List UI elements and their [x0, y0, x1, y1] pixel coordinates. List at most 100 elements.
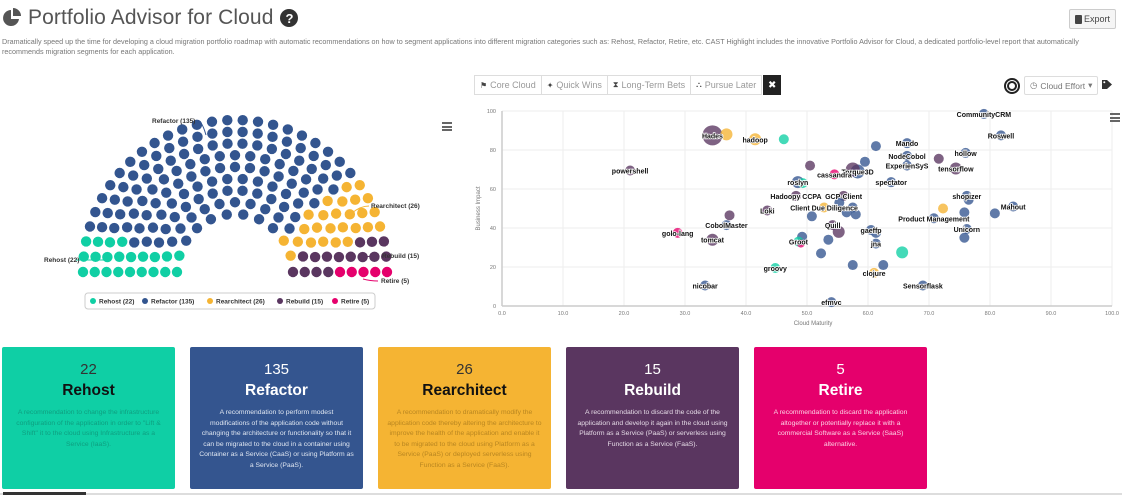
card-rehost[interactable]: 22 Rehost A recommendation to change the… — [2, 347, 175, 489]
bubble-point-rehost[interactable] — [778, 134, 789, 145]
bubble-point-rearchitect[interactable] — [819, 202, 830, 213]
horizontal-scrollbar-thumb[interactable] — [3, 492, 86, 495]
bubble-point-refactor[interactable] — [959, 207, 970, 218]
bubble-point-rebuild[interactable] — [949, 162, 962, 175]
bubble-point-rebuild[interactable] — [702, 125, 723, 146]
bubble-point-refactor[interactable] — [826, 297, 837, 308]
bubble-point-refactor[interactable] — [870, 141, 881, 152]
bubble-point-refactor[interactable] — [902, 138, 913, 149]
bubble-point-retire[interactable] — [829, 169, 840, 180]
bubble-point-rebuild[interactable] — [845, 162, 860, 177]
bubble-point-refactor[interactable] — [847, 260, 858, 271]
bubble-point-refactor[interactable] — [928, 213, 939, 224]
export-button[interactable]: Export — [1068, 9, 1116, 29]
bubble-point-rebuild[interactable] — [791, 190, 802, 201]
bubble-chart-menu-icon[interactable] — [1110, 113, 1120, 124]
bubble-point-retire[interactable] — [672, 227, 683, 238]
parliament-seat — [185, 158, 196, 170]
bubble-point-rebuild[interactable] — [625, 165, 636, 176]
bubble-point-refactor[interactable] — [721, 220, 732, 231]
bubble-point-refactor[interactable] — [850, 209, 861, 220]
parliament-seat — [114, 167, 125, 179]
bubble-point-retire[interactable] — [796, 239, 805, 248]
parliament-segment-rehost[interactable] — [77, 236, 185, 278]
parliament-segment-refactor[interactable] — [84, 114, 356, 248]
bubble-point-refactor[interactable] — [834, 197, 845, 208]
parliament-seat — [90, 206, 101, 218]
bubble-point-rebuild[interactable] — [762, 205, 773, 216]
parliament-segment-rebuild[interactable] — [287, 236, 392, 278]
legend-item-rebuild[interactable]: Rebuild (15) — [277, 298, 323, 306]
parliament-seat — [305, 237, 317, 248]
bubble-point-rearchitect[interactable] — [720, 128, 733, 141]
bubble-point-refactor[interactable] — [959, 232, 970, 243]
bubble-point-refactor[interactable] — [878, 260, 889, 271]
bubble-point-refactor[interactable] — [961, 223, 972, 234]
card-rearchitect[interactable]: 26 Rearchitect A recommendation to drama… — [378, 347, 551, 489]
bubble-point-refactor[interactable] — [816, 248, 827, 259]
filter-long-term-bets[interactable]: ⧗ Long-Term Bets — [606, 75, 692, 95]
bubble-point-rehost[interactable] — [797, 178, 808, 189]
tag-icon[interactable] — [1102, 80, 1112, 89]
bubble-point-refactor[interactable] — [902, 160, 913, 171]
parliament-segment-retire[interactable] — [334, 266, 393, 278]
bubble-point-refactor[interactable] — [960, 147, 971, 158]
bubble-point-rebuild[interactable] — [706, 233, 719, 246]
legend-item-rehost[interactable]: Rehost (22) — [90, 298, 134, 306]
parliament-seat — [287, 266, 299, 278]
parliament-seat — [166, 198, 178, 209]
bubble-point-refactor[interactable] — [806, 211, 817, 222]
help-icon[interactable]: ? — [280, 9, 299, 27]
legend-item-retire[interactable]: Retire (5) — [332, 298, 369, 306]
bubble-point-refactor[interactable] — [978, 108, 989, 119]
parliament-chart-menu-icon[interactable] — [442, 122, 452, 133]
bubble-point-rebuild[interactable] — [724, 210, 735, 221]
parliament-seat — [102, 207, 113, 219]
horizontal-scrollbar-track[interactable] — [0, 493, 1122, 495]
bubble-point-rebuild[interactable] — [832, 225, 845, 238]
bubble-point-rearchitect[interactable] — [869, 267, 880, 278]
parliament-seat — [337, 222, 349, 233]
legend-item-refactor[interactable]: Refactor (135) — [142, 298, 194, 306]
card-refactor[interactable]: 135 Refactor A recommendation to perform… — [190, 347, 363, 489]
bubble-series — [625, 108, 1019, 308]
parliament-segment-rearchitect[interactable] — [278, 179, 386, 261]
bubble-point-refactor[interactable] — [870, 227, 881, 238]
card-rebuild[interactable]: 15 Rebuild A recommendation to discard t… — [566, 347, 739, 489]
bubble-point-refactor[interactable] — [902, 150, 913, 161]
bubble-point-refactor[interactable] — [859, 156, 870, 167]
bubble-point-refactor[interactable] — [995, 130, 1006, 141]
card-retire[interactable]: 5 Retire A recommendation to discard the… — [754, 347, 927, 489]
bubble-point-rehost[interactable] — [770, 262, 781, 273]
parliament-seat — [253, 214, 265, 225]
bubble-point-refactor[interactable] — [989, 208, 1000, 219]
parliament-seat — [237, 114, 248, 126]
bubble-point-refactor[interactable] — [870, 238, 881, 249]
filter-pursue-later[interactable]: ⛬ Pursue Later — [690, 75, 763, 95]
filter-quick-wins[interactable]: ✦ Quick Wins — [540, 75, 608, 95]
parliament-seat — [303, 209, 314, 220]
bubble-point-refactor[interactable] — [823, 234, 834, 245]
bubble-point-refactor[interactable] — [963, 194, 974, 205]
bubble-point-rebuild[interactable] — [933, 153, 944, 164]
target-icon[interactable] — [1004, 78, 1020, 94]
bubble-point-refactor[interactable] — [841, 207, 852, 218]
parliament-seat — [341, 181, 352, 193]
parliament-seat — [141, 236, 153, 247]
clear-filter-button[interactable]: ✖ — [763, 75, 782, 95]
legend-label: Refactor (135) — [151, 299, 194, 306]
cloud-effort-dropdown[interactable]: ◷ Cloud Effort ▾ — [1024, 76, 1099, 95]
bubble-label: CommunityCRM — [957, 112, 1012, 119]
parliament-seat — [312, 184, 323, 195]
hourglass-icon: ⧗ — [612, 80, 619, 89]
bubble-point-refactor[interactable] — [700, 280, 711, 291]
bubble-point-rebuild[interactable] — [805, 160, 816, 171]
bubble-point-rehost[interactable] — [896, 246, 909, 259]
bubble-point-rearchitect[interactable] — [938, 203, 949, 214]
filter-core-cloud[interactable]: ⚑ Core Cloud — [474, 75, 542, 95]
bubble-point-refactor[interactable] — [886, 177, 897, 188]
bubble-point-refactor[interactable] — [1008, 201, 1019, 212]
bubble-point-refactor[interactable] — [917, 280, 928, 291]
legend-item-rearchitect[interactable]: Rearchitect (26) — [207, 298, 265, 306]
bubble-point-rearchitect[interactable] — [749, 133, 762, 146]
